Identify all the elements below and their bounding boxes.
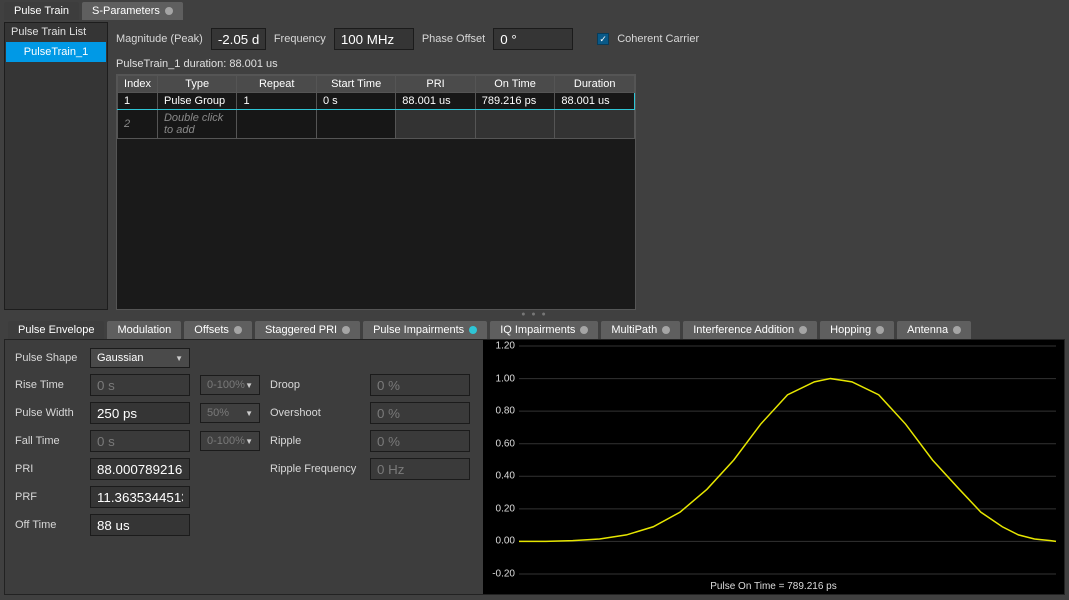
- column-header[interactable]: On Time: [475, 76, 555, 93]
- column-header[interactable]: Duration: [555, 76, 635, 93]
- magnitude-label: Magnitude (Peak): [116, 33, 203, 45]
- status-dot-icon: [662, 326, 670, 334]
- tab-iq-impairments[interactable]: IQ Impairments: [490, 321, 598, 339]
- upper-workspace: Pulse Train List PulseTrain_1 Magnitude …: [4, 22, 1065, 310]
- y-tick-label: -0.20: [492, 569, 515, 580]
- pulse-train-list-header: Pulse Train List: [5, 23, 107, 41]
- tab-multipath[interactable]: MultiPath: [601, 321, 680, 339]
- magnitude-input[interactable]: [211, 28, 266, 50]
- tab-s-parameters[interactable]: S-Parameters: [82, 2, 183, 20]
- tab-antenna[interactable]: Antenna: [897, 321, 971, 339]
- column-header[interactable]: PRI: [396, 76, 475, 93]
- status-dot-icon: [876, 326, 884, 334]
- pulse-envelope-form: Pulse Shape Gaussian ▼ Rise Time 0-100%▼…: [5, 340, 483, 594]
- status-dot-icon: [953, 326, 961, 334]
- pri-label: PRI: [15, 463, 80, 475]
- droop-input[interactable]: [370, 374, 470, 396]
- prf-label: PRF: [15, 491, 80, 503]
- lower-tabstrip: Pulse EnvelopeModulationOffsetsStaggered…: [4, 319, 1065, 339]
- pulse-train-table: IndexTypeRepeatStart TimePRIOn TimeDurat…: [116, 74, 636, 310]
- pulse-shape-combo[interactable]: Gaussian ▼: [90, 348, 190, 368]
- pulse-train-list: Pulse Train List PulseTrain_1: [4, 22, 108, 310]
- ripple-input[interactable]: [370, 430, 470, 452]
- tab-modulation[interactable]: Modulation: [107, 321, 181, 339]
- pulse-train-list-item[interactable]: PulseTrain_1: [6, 42, 106, 62]
- status-dot-icon: [234, 326, 242, 334]
- y-tick-label: 1.20: [496, 341, 515, 352]
- tab-staggered-pri[interactable]: Staggered PRI: [255, 321, 360, 339]
- y-tick-label: 0.20: [496, 503, 515, 514]
- prf-input[interactable]: [90, 486, 190, 508]
- pulse-shape-value: Gaussian: [97, 352, 143, 364]
- y-tick-label: 0.40: [496, 471, 515, 482]
- tab-pulse-impairments[interactable]: Pulse Impairments: [363, 321, 487, 339]
- chart-footer: Pulse On Time = 789.216 ps: [483, 581, 1064, 592]
- pulse-train-detail: Magnitude (Peak) Frequency Phase Offset …: [108, 22, 1065, 310]
- status-dot-icon: [799, 326, 807, 334]
- ripple-freq-label: Ripple Frequency: [270, 463, 360, 475]
- top-tabstrip: Pulse TrainS-Parameters: [0, 0, 1069, 20]
- y-tick-label: 1.00: [496, 373, 515, 384]
- status-dot-icon: [469, 326, 477, 334]
- table-row-placeholder[interactable]: 2Double click to add: [118, 110, 635, 139]
- splitter[interactable]: ● ● ●: [0, 310, 1069, 319]
- duration-text: PulseTrain_1 duration: 88.001 us: [108, 56, 1065, 74]
- table-row[interactable]: 1Pulse Group10 s88.001 us789.216 ps88.00…: [118, 93, 635, 110]
- column-header[interactable]: Repeat: [237, 76, 317, 93]
- fall-time-pct-combo[interactable]: 0-100%▼: [200, 431, 260, 451]
- status-dot-icon: [165, 7, 173, 15]
- tab-hopping[interactable]: Hopping: [820, 321, 894, 339]
- pulse-shape-label: Pulse Shape: [15, 352, 80, 364]
- phase-input[interactable]: [493, 28, 573, 50]
- overshoot-input[interactable]: [370, 402, 470, 424]
- pulse-width-label: Pulse Width: [15, 407, 80, 419]
- rise-time-input[interactable]: [90, 374, 190, 396]
- overshoot-label: Overshoot: [270, 407, 360, 419]
- tab-interference-addition[interactable]: Interference Addition: [683, 321, 817, 339]
- ripple-label: Ripple: [270, 435, 360, 447]
- status-dot-icon: [580, 326, 588, 334]
- tab-offsets[interactable]: Offsets: [184, 321, 252, 339]
- parameter-row: Magnitude (Peak) Frequency Phase Offset …: [108, 22, 1065, 56]
- pulse-width-pct-combo[interactable]: 50%▼: [200, 403, 260, 423]
- off-time-input[interactable]: [90, 514, 190, 536]
- y-tick-label: 0.60: [496, 438, 515, 449]
- droop-label: Droop: [270, 379, 360, 391]
- coherent-label: Coherent Carrier: [617, 33, 699, 45]
- pulse-width-input[interactable]: [90, 402, 190, 424]
- fall-time-input[interactable]: [90, 430, 190, 452]
- coherent-checkbox[interactable]: ✓: [597, 33, 609, 45]
- frequency-label: Frequency: [274, 33, 326, 45]
- column-header[interactable]: Start Time: [316, 76, 395, 93]
- frequency-input[interactable]: [334, 28, 414, 50]
- off-time-label: Off Time: [15, 519, 80, 531]
- y-tick-label: 0.80: [496, 406, 515, 417]
- lower-workspace: Pulse EnvelopeModulationOffsetsStaggered…: [4, 319, 1065, 595]
- tab-pulse-train[interactable]: Pulse Train: [4, 2, 79, 20]
- status-dot-icon: [342, 326, 350, 334]
- ripple-freq-input[interactable]: [370, 458, 470, 480]
- envelope-chart: Pulse On Time = 789.216 ps 1.20 1.00 0.80 0…: [483, 340, 1064, 594]
- y-tick-label: 0.00: [496, 536, 515, 547]
- column-header[interactable]: Index: [118, 76, 158, 93]
- fall-time-label: Fall Time: [15, 435, 80, 447]
- rise-time-label: Rise Time: [15, 379, 80, 391]
- tab-pulse-envelope[interactable]: Pulse Envelope: [8, 321, 104, 339]
- chevron-down-icon: ▼: [175, 354, 183, 363]
- rise-time-pct-combo[interactable]: 0-100%▼: [200, 375, 260, 395]
- column-header[interactable]: Type: [157, 76, 236, 93]
- phase-label: Phase Offset: [422, 33, 485, 45]
- pri-input[interactable]: [90, 458, 190, 480]
